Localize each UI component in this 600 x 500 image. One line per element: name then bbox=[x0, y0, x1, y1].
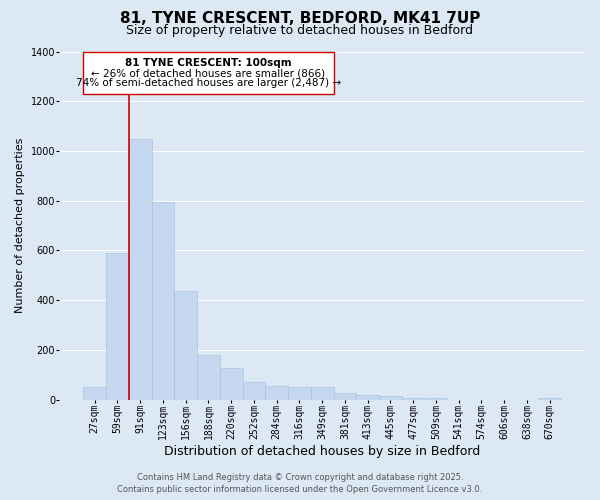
Bar bbox=[311, 387, 334, 400]
Bar bbox=[379, 396, 402, 400]
Bar bbox=[220, 368, 242, 400]
Bar bbox=[106, 253, 129, 400]
Bar bbox=[538, 398, 561, 400]
Bar bbox=[402, 398, 425, 400]
Text: 74% of semi-detached houses are larger (2,487) →: 74% of semi-detached houses are larger (… bbox=[76, 78, 341, 88]
Bar bbox=[265, 386, 288, 400]
Text: Size of property relative to detached houses in Bedford: Size of property relative to detached ho… bbox=[127, 24, 473, 37]
Bar bbox=[425, 398, 448, 400]
Text: ← 26% of detached houses are smaller (866): ← 26% of detached houses are smaller (86… bbox=[91, 68, 325, 78]
Bar bbox=[129, 138, 152, 400]
Bar bbox=[174, 292, 197, 400]
Bar bbox=[242, 382, 265, 400]
FancyBboxPatch shape bbox=[83, 52, 334, 94]
Bar bbox=[83, 387, 106, 400]
Bar bbox=[152, 202, 174, 400]
Bar bbox=[288, 387, 311, 400]
Y-axis label: Number of detached properties: Number of detached properties bbox=[15, 138, 25, 313]
Bar bbox=[197, 355, 220, 400]
Bar bbox=[334, 394, 356, 400]
X-axis label: Distribution of detached houses by size in Bedford: Distribution of detached houses by size … bbox=[164, 444, 480, 458]
Bar bbox=[356, 394, 379, 400]
Text: 81 TYNE CRESCENT: 100sqm: 81 TYNE CRESCENT: 100sqm bbox=[125, 58, 292, 68]
Text: Contains HM Land Registry data © Crown copyright and database right 2025.
Contai: Contains HM Land Registry data © Crown c… bbox=[118, 473, 482, 494]
Text: 81, TYNE CRESCENT, BEDFORD, MK41 7UP: 81, TYNE CRESCENT, BEDFORD, MK41 7UP bbox=[120, 11, 480, 26]
